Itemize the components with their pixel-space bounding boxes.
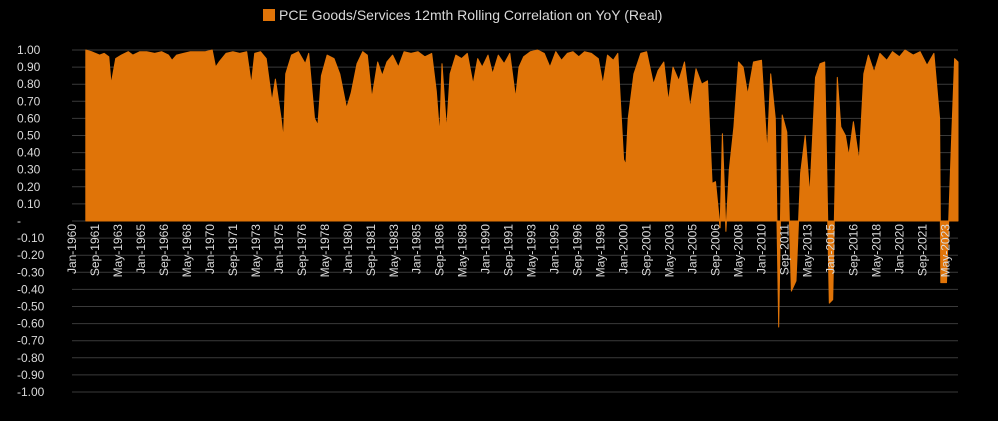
- y-tick-label: 0.10: [17, 197, 41, 211]
- x-tick-label: May-1983: [387, 224, 401, 278]
- y-tick-label: -0.10: [17, 231, 45, 245]
- x-tick-label: May-2023: [938, 224, 952, 278]
- y-tick-label: -0.80: [17, 351, 45, 365]
- y-tick-label: -0.60: [17, 317, 45, 331]
- x-tick-label: Sep-1991: [502, 224, 516, 276]
- y-tick-label: 0.70: [17, 94, 41, 108]
- x-axis: Jan-1960 Sep-1961 May-1963 Jan-1965 Sep-1966…: [65, 224, 952, 278]
- x-tick-label: Sep-1976: [295, 224, 309, 276]
- legend-swatch: [263, 9, 275, 21]
- x-tick-label: Sep-1971: [226, 224, 240, 276]
- x-tick-label: Jan-1975: [272, 224, 286, 274]
- x-tick-label: May-1968: [180, 224, 194, 278]
- x-tick-label: May-1998: [594, 224, 608, 278]
- x-tick-label: May-1973: [249, 224, 263, 278]
- y-tick-label: 0.30: [17, 163, 41, 177]
- x-tick-label: Jan-1970: [203, 224, 217, 274]
- y-tick-label: 0.20: [17, 180, 41, 194]
- x-tick-label: Sep-2006: [709, 224, 723, 276]
- x-tick-label: May-2018: [869, 224, 883, 278]
- x-tick-label: May-2013: [801, 224, 815, 278]
- x-tick-label: Jan-1990: [479, 224, 493, 274]
- series-area-layer: [85, 49, 959, 328]
- x-tick-label: Jan-1965: [134, 224, 148, 274]
- x-tick-label: May-1963: [111, 224, 125, 278]
- y-tick-label: -0.70: [17, 334, 45, 348]
- x-tick-label: Jan-2000: [617, 224, 631, 274]
- x-tick-label: Jan-1980: [341, 224, 355, 274]
- y-tick-label: -0.90: [17, 368, 45, 382]
- x-tick-label: Jan-2015: [823, 224, 837, 274]
- x-tick-label: May-2003: [663, 224, 677, 278]
- x-tick-label: Sep-1986: [433, 224, 447, 276]
- y-tick-label: -0.20: [17, 248, 45, 262]
- y-tick-label: 0.80: [17, 77, 41, 91]
- x-tick-label: Sep-2021: [915, 224, 929, 276]
- x-tick-label: May-1978: [318, 224, 332, 278]
- chart-title: PCE Goods/Services 12mth Rolling Correla…: [279, 7, 662, 23]
- x-tick-label: May-1993: [525, 224, 539, 278]
- x-tick-label: Jan-1995: [548, 224, 562, 274]
- y-tick-label: 0.50: [17, 129, 41, 143]
- y-tick-label: -0.50: [17, 300, 45, 314]
- x-tick-label: Sep-1981: [364, 224, 378, 276]
- x-tick-label: Sep-1966: [157, 224, 171, 276]
- y-tick-label: 1.00: [17, 43, 41, 57]
- y-axis: 1.00 0.90 0.80 0.70 0.60 0.50 0.40 0.30 0.20 0.10…: [17, 43, 45, 399]
- x-tick-label: Jan-2020: [892, 224, 906, 274]
- x-tick-label: Jan-2005: [686, 224, 700, 274]
- y-tick-label: -0.40: [17, 282, 45, 296]
- x-tick-label: Jan-2010: [755, 224, 769, 274]
- x-tick-label: Sep-2001: [640, 224, 654, 276]
- y-tick-label: -0.30: [17, 265, 45, 279]
- y-tick-label: 0.90: [17, 60, 41, 74]
- x-tick-label: Sep-1996: [571, 224, 585, 276]
- y-tick-label: -1.00: [17, 385, 45, 399]
- legend: PCE Goods/Services 12mth Rolling Correla…: [263, 7, 662, 23]
- x-tick-label: Jan-1960: [65, 224, 79, 274]
- y-tick-label: 0.40: [17, 146, 41, 160]
- y-tick-label: -: [17, 214, 21, 228]
- x-tick-label: Sep-1961: [88, 224, 102, 276]
- x-tick-label: May-2008: [732, 224, 746, 278]
- x-tick-label: Jan-1985: [410, 224, 424, 274]
- x-tick-label: Sep-2011: [778, 224, 792, 275]
- series-area: [85, 49, 959, 328]
- x-tick-label: Sep-2016: [846, 224, 860, 276]
- y-tick-label: 0.60: [17, 111, 41, 125]
- x-tick-label: May-1988: [456, 224, 470, 278]
